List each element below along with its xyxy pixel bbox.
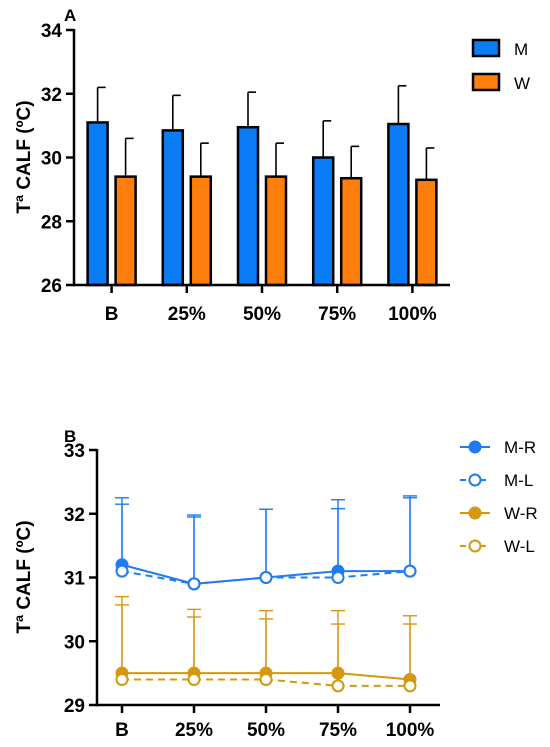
data-point [115,564,129,578]
legend-label: M-R [504,438,536,457]
legend-label: W [514,74,530,93]
x-tick-label: 75% [318,304,356,325]
bar [264,175,288,287]
legend-marker [468,539,482,553]
panel-b-line-chart: B Tª CALF (ºC) 29 30 31 32 33 B 25% 50% 75% 100%… [14,427,538,741]
panel-b-label: B [64,427,76,446]
data-point [187,577,201,591]
legend-label: W-R [504,504,538,523]
x-tick-label: 50% [243,304,281,325]
x-tick-label: B [115,720,129,741]
y-tick-label: 29 [64,696,85,717]
data-point [331,571,345,584]
bar [236,125,260,287]
panel-b-y-axis-label: Tª CALF (ºC) [14,520,35,633]
bar [114,175,137,287]
panel-a-label: A [64,6,76,25]
legend-marker [468,473,482,487]
x-tick-label: 50% [247,720,285,741]
x-tick-label: 25% [175,720,213,741]
x-tick-label: 75% [319,720,357,741]
data-point [403,679,417,693]
bar [161,129,185,287]
bar [189,175,213,287]
y-tick-label: 33 [64,441,85,462]
data-point [115,673,129,686]
x-tick-label: 100% [386,720,435,741]
y-tick-label: 34 [41,21,63,42]
y-tick-label: 30 [41,149,62,170]
data-point [259,673,273,686]
data-point [259,571,273,584]
bar [86,121,109,287]
legend-marker [468,506,482,520]
legend-label: W-L [504,537,535,556]
legend-label: M-L [504,471,533,490]
y-tick-label: 32 [64,505,85,526]
x-tick-label: 100% [388,304,437,325]
data-point [403,564,417,578]
y-tick-label: 31 [64,569,86,590]
data-point [331,679,345,693]
legend-marker [468,440,482,454]
bar [415,178,438,287]
y-tick-label: 28 [41,212,62,233]
panel-a-y-axis-label: Tª CALF (ºC) [14,100,35,213]
x-tick-label: 25% [168,304,206,325]
bar [311,156,335,287]
x-tick-label: B [105,304,119,325]
data-point [331,666,345,680]
y-tick-label: 30 [64,632,85,653]
y-tick-label: 32 [41,85,62,106]
bar [387,122,410,287]
legend-swatch [471,72,501,92]
panel-a-bar-chart: A Tª CALF (ºC) 26 28 30 32 34 B 25% 50% 75% 100%… [14,6,530,325]
legend-swatch [471,38,501,58]
legend-label: M [514,40,528,59]
bar [339,176,363,287]
data-point [187,673,201,686]
y-tick-label: 26 [41,276,62,297]
